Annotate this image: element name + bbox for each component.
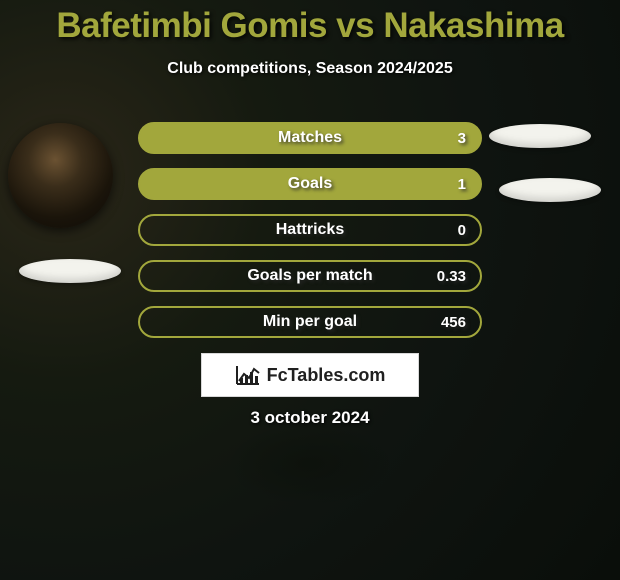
stat-value: 3 <box>458 130 466 147</box>
brand-badge: FcTables.com <box>201 353 419 397</box>
stat-bar-goals-per-match: Goals per match 0.33 <box>138 260 482 292</box>
player1-name-pill <box>19 259 121 283</box>
stat-value: 0 <box>458 222 466 239</box>
stat-bar-min-per-goal: Min per goal 456 <box>138 306 482 338</box>
stat-bar-hattricks: Hattricks 0 <box>138 214 482 246</box>
subtitle: Club competitions, Season 2024/2025 <box>0 60 620 78</box>
player1-avatar <box>8 123 113 228</box>
stat-value: 0.33 <box>437 268 466 285</box>
chart-icon <box>235 364 261 386</box>
player2-name: Nakashima <box>383 6 563 45</box>
player2-stat-pill-1 <box>489 124 591 148</box>
stat-bar-goals: Goals 1 <box>138 168 482 200</box>
player1-name: Bafetimbi Gomis <box>56 6 327 45</box>
player2-stat-pill-2 <box>499 178 601 202</box>
brand-text: FcTables.com <box>267 365 386 386</box>
stat-label: Goals <box>288 175 332 193</box>
stat-value: 1 <box>458 176 466 193</box>
stat-value: 456 <box>441 314 466 331</box>
stat-bar-matches: Matches 3 <box>138 122 482 154</box>
stat-label: Goals per match <box>247 267 372 285</box>
page-title: Bafetimbi Gomis vs Nakashima <box>0 0 620 46</box>
date-text: 3 october 2024 <box>0 408 620 428</box>
stat-label: Min per goal <box>263 313 357 331</box>
stats-list: Matches 3 Goals 1 Hattricks 0 Goals per … <box>138 122 482 338</box>
stat-label: Hattricks <box>276 221 344 239</box>
vs-text: vs <box>336 6 374 45</box>
stat-label: Matches <box>278 129 342 147</box>
content-wrapper: Bafetimbi Gomis vs Nakashima Club compet… <box>0 0 620 78</box>
